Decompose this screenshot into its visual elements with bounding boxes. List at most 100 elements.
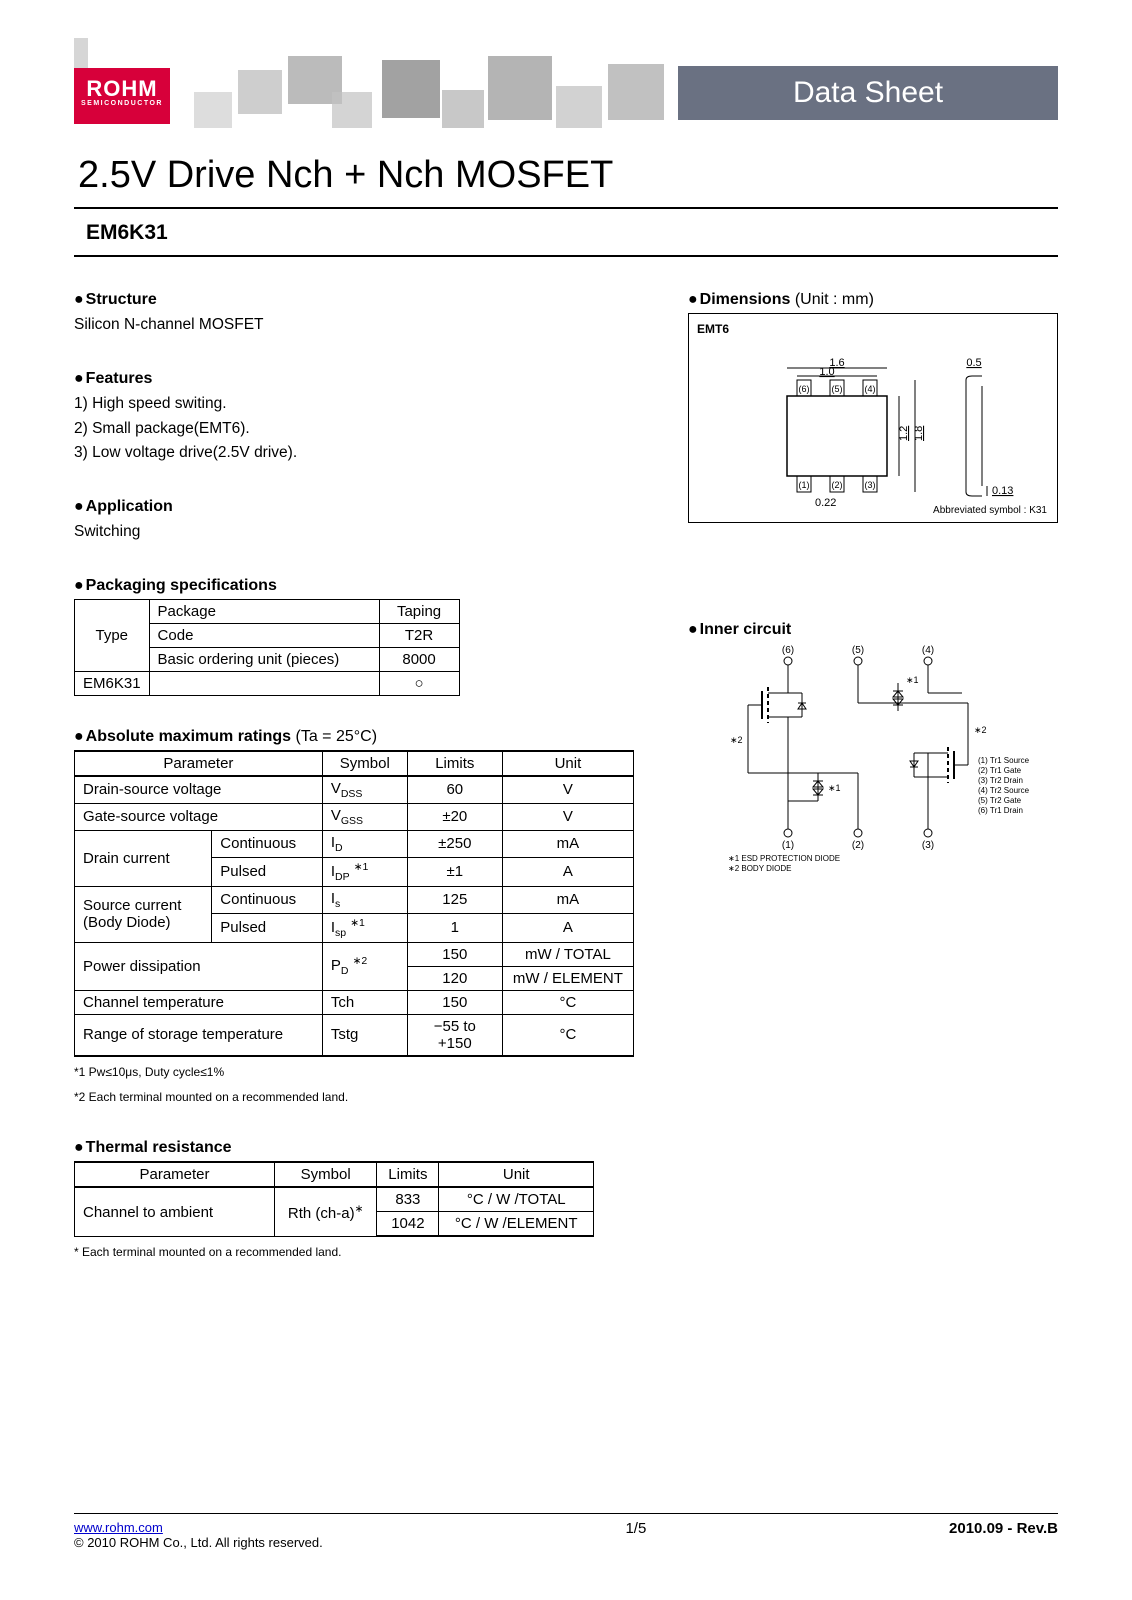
cell: ±20 bbox=[407, 803, 502, 830]
features-heading: Features bbox=[74, 370, 634, 388]
cell: Continuous bbox=[212, 886, 323, 913]
cell: ±250 bbox=[407, 830, 502, 857]
structure-section: Structure Silicon N-channel MOSFET bbox=[74, 291, 634, 338]
thermal-section: Thermal resistance ParameterSymbolLimits… bbox=[74, 1139, 634, 1262]
cell: °C / W /ELEMENT bbox=[439, 1212, 594, 1237]
svg-text:(3): (3) bbox=[922, 840, 934, 851]
cell: Gate-source voltage bbox=[75, 803, 323, 830]
cell: 8000 bbox=[379, 647, 459, 671]
packaging-table: Type Package Taping Code T2R Basic order… bbox=[74, 599, 460, 696]
cell: VGSS bbox=[322, 803, 407, 830]
application-body: Switching bbox=[74, 520, 634, 545]
cell: PD ∗2 bbox=[322, 942, 407, 990]
cell: EM6K31 bbox=[75, 671, 150, 695]
banner-square bbox=[194, 92, 232, 128]
cell: Pulsed bbox=[212, 857, 323, 886]
thermal-table: ParameterSymbolLimitsUnitChannel to ambi… bbox=[74, 1161, 594, 1237]
cell: Range of storage temperature bbox=[75, 1014, 323, 1056]
svg-text:(2): (2) bbox=[852, 840, 864, 851]
page-title: 2.5V Drive Nch + Nch MOSFET bbox=[74, 150, 1058, 209]
cell: Isp ∗1 bbox=[322, 913, 407, 942]
table-row: Drain currentContinuousID±250mA bbox=[75, 830, 634, 857]
copyright: © 2010 ROHM Co., Ltd. All rights reserve… bbox=[74, 1535, 323, 1550]
dimensions-section: Dimensions (Unit : mm) EMT6 bbox=[688, 291, 1058, 523]
col-header: Parameter bbox=[75, 1162, 275, 1187]
table-header-row: ParameterSymbolLimitsUnit bbox=[75, 751, 634, 776]
footer-url[interactable]: www.rohm.com bbox=[74, 1520, 163, 1535]
part-number: EM6K31 bbox=[74, 215, 1058, 257]
cell: mA bbox=[502, 886, 633, 913]
cell: Basic ordering unit (pieces) bbox=[149, 647, 379, 671]
abbrev-label: Abbreviated symbol : K31 bbox=[933, 505, 1047, 516]
cell: 1 bbox=[407, 913, 502, 942]
cell: V bbox=[502, 776, 633, 804]
table-row: EM6K31 ○ bbox=[75, 671, 460, 695]
svg-text:∗1: ∗1 bbox=[828, 783, 841, 793]
svg-text:∗2 BODY DIODE: ∗2 BODY DIODE bbox=[728, 864, 791, 873]
cell: 150 bbox=[407, 990, 502, 1014]
col-header: Parameter bbox=[75, 751, 323, 776]
footer-left: www.rohm.com © 2010 ROHM Co., Ltd. All r… bbox=[74, 1520, 323, 1550]
cell: °C / W /TOTAL bbox=[439, 1187, 594, 1212]
cell: mW / TOTAL bbox=[502, 942, 633, 966]
heading-text: Absolute maximum ratings bbox=[74, 728, 291, 745]
cell: 1042 bbox=[377, 1212, 439, 1237]
cell: Continuous bbox=[212, 830, 323, 857]
svg-text:1.0: 1.0 bbox=[819, 366, 834, 378]
table-header-row: ParameterSymbolLimitsUnit bbox=[75, 1162, 594, 1187]
page-number: 1/5 bbox=[323, 1520, 949, 1537]
cell: Channel to ambient bbox=[75, 1187, 275, 1236]
footnote: *1 Pw≤10μs, Duty cycle≤1% bbox=[74, 1063, 634, 1082]
banner-square bbox=[442, 90, 484, 128]
cell: 120 bbox=[407, 966, 502, 990]
inner-circuit-figure: (6) (5) (4) (1) (2) (3) bbox=[688, 643, 1058, 883]
cell: Tstg bbox=[322, 1014, 407, 1056]
svg-text:1.2: 1.2 bbox=[898, 426, 910, 441]
spacer bbox=[688, 555, 1058, 621]
dimensions-figure: EMT6 bbox=[688, 313, 1058, 523]
svg-text:∗2: ∗2 bbox=[730, 735, 743, 745]
banner-square bbox=[332, 92, 372, 128]
cell: Power dissipation bbox=[75, 942, 323, 990]
cell: mW / ELEMENT bbox=[502, 966, 633, 990]
svg-text:(1): (1) bbox=[782, 840, 794, 851]
unit-label: (Unit : mm) bbox=[795, 291, 874, 308]
cell: V bbox=[502, 803, 633, 830]
structure-body: Silicon N-channel MOSFET bbox=[74, 313, 634, 338]
package-drawing: (6) (5) (4) (1) (2) (3) 1.6 1.0 bbox=[697, 336, 1047, 506]
table-row: Range of storage temperatureTstg−55 to +… bbox=[75, 1014, 634, 1056]
feature-item: 1) High speed switing. bbox=[74, 392, 634, 417]
svg-text:(2) Tr1 Gate: (2) Tr1 Gate bbox=[978, 766, 1022, 775]
packaging-section: Packaging specifications Type Package Ta… bbox=[74, 577, 634, 696]
footnote: *2 Each terminal mounted on a recommende… bbox=[74, 1088, 634, 1107]
abs-max-section: Absolute maximum ratings (Ta = 25°C) Par… bbox=[74, 728, 634, 1107]
cell: mA bbox=[502, 830, 633, 857]
cell: °C bbox=[502, 990, 633, 1014]
table-row: Power dissipationPD ∗2150mW / TOTAL bbox=[75, 942, 634, 966]
col-header: Unit bbox=[502, 751, 633, 776]
revision: 2010.09 - Rev.B bbox=[949, 1520, 1058, 1537]
table-row: Type Package Taping bbox=[75, 599, 460, 623]
datasheet-page: ROHM SEMICONDUCTOR Data Sheet 2.5V Drive… bbox=[0, 0, 1132, 1600]
heading-text: Dimensions bbox=[688, 291, 790, 308]
banner-square bbox=[382, 60, 440, 118]
right-column: Dimensions (Unit : mm) EMT6 bbox=[688, 291, 1058, 915]
col-header: Symbol bbox=[275, 1162, 377, 1187]
cell: −55 to +150 bbox=[407, 1014, 502, 1056]
col-header: Limits bbox=[407, 751, 502, 776]
cell: ○ bbox=[379, 671, 459, 695]
cell: 150 bbox=[407, 942, 502, 966]
svg-text:0.22: 0.22 bbox=[815, 497, 836, 506]
cell: Drain-source voltage bbox=[75, 776, 323, 804]
cell: Package bbox=[149, 599, 379, 623]
heading-condition: (Ta = 25°C) bbox=[296, 728, 378, 745]
cell: T2R bbox=[379, 623, 459, 647]
svg-text:(4): (4) bbox=[865, 384, 876, 394]
svg-text:(1) Tr1 Source: (1) Tr1 Source bbox=[978, 756, 1030, 765]
brand-subtitle: SEMICONDUCTOR bbox=[74, 100, 170, 107]
header-banner: ROHM SEMICONDUCTOR Data Sheet bbox=[74, 48, 1058, 120]
col-header: Limits bbox=[377, 1162, 439, 1187]
cell: 833 bbox=[377, 1187, 439, 1212]
cell: A bbox=[502, 857, 633, 886]
cell: Channel temperature bbox=[75, 990, 323, 1014]
